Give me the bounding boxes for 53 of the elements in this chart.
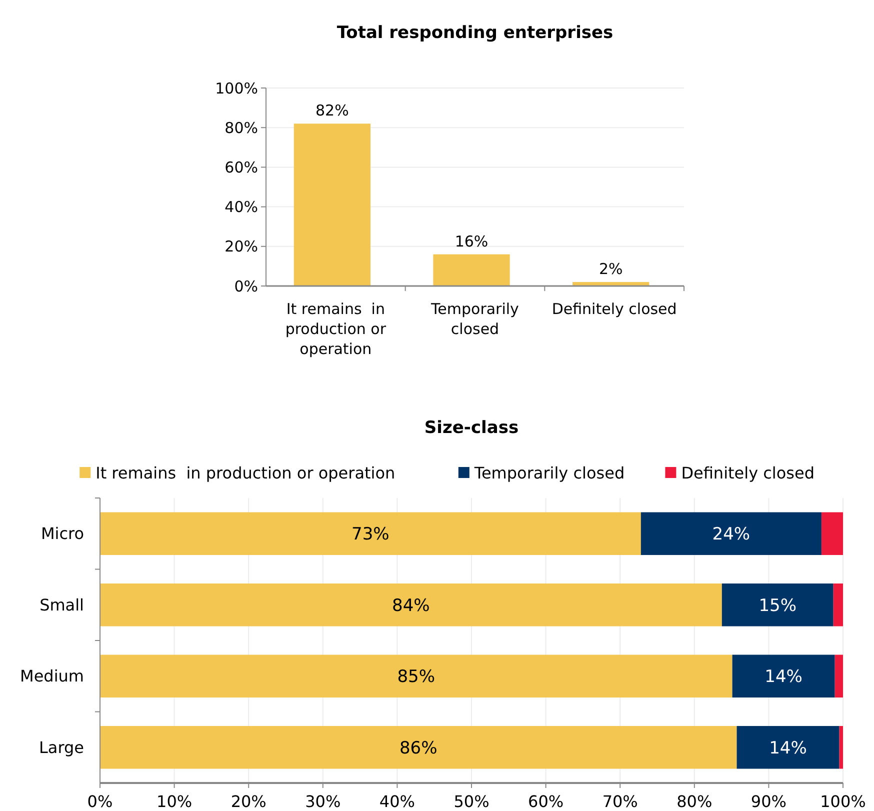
bar	[732, 654, 835, 698]
y-tick-label: 80%	[224, 118, 258, 137]
x-tick-label: 90%	[750, 792, 786, 811]
x-tick-label: 40%	[379, 792, 415, 811]
x-tick-label: 70%	[602, 792, 638, 811]
bar	[722, 584, 834, 626]
data-label: 14%	[769, 738, 807, 758]
chart-title: Total responding enterprises	[336, 23, 614, 43]
data-label: 86%	[399, 738, 438, 758]
y-tick-label: Medium	[20, 666, 84, 686]
y-tick-label: 20%	[224, 238, 258, 256]
legend-label: Definitely closed	[681, 464, 815, 483]
x-tick-label: 30%	[305, 792, 341, 811]
x-tick-label: 0%	[87, 792, 113, 811]
bar	[100, 512, 641, 555]
bar	[839, 726, 843, 769]
legend-label: Temporarily closed	[473, 464, 625, 483]
data-label: 73%	[352, 524, 390, 545]
y-tick-label: 40%	[224, 198, 258, 216]
data-label: 24%	[712, 524, 750, 545]
x-tick-label: 60%	[528, 792, 564, 811]
x-tick-label: Temporarily closed	[430, 300, 520, 338]
x-tick-label: 10%	[156, 792, 192, 811]
bar	[821, 512, 843, 555]
data-label: 85%	[397, 667, 436, 688]
data-label: 2%	[598, 260, 623, 278]
y-tick-label: 100%	[215, 79, 258, 98]
data-label: 15%	[758, 596, 797, 616]
y-tick-label: Large	[38, 738, 84, 757]
legend-label: It remains in production or operation	[96, 464, 396, 483]
bar	[833, 584, 843, 626]
bar	[736, 726, 840, 769]
data-label: 16%	[454, 232, 488, 250]
y-tick-label: Micro	[40, 524, 84, 544]
bar	[640, 512, 822, 555]
data-label: 14%	[764, 667, 802, 688]
bar	[100, 584, 722, 626]
data-label: 82%	[316, 102, 349, 120]
chart-title: Size-class	[424, 418, 519, 438]
x-tick-label: Definitely closed	[552, 300, 677, 318]
y-tick-label: Small	[40, 595, 84, 614]
bar	[433, 254, 510, 286]
x-tick-label: 100%	[820, 792, 866, 811]
bar	[294, 124, 370, 286]
bar	[100, 654, 732, 698]
y-tick-label: 0%	[234, 277, 258, 296]
bar	[100, 726, 737, 769]
x-tick-label: 50%	[454, 792, 490, 811]
bar	[834, 654, 843, 698]
x-tick-label: It remains in production or operation	[285, 300, 387, 358]
y-tick-label: 60%	[224, 158, 258, 176]
data-label: 84%	[392, 596, 430, 616]
x-tick-label: 80%	[676, 792, 712, 811]
